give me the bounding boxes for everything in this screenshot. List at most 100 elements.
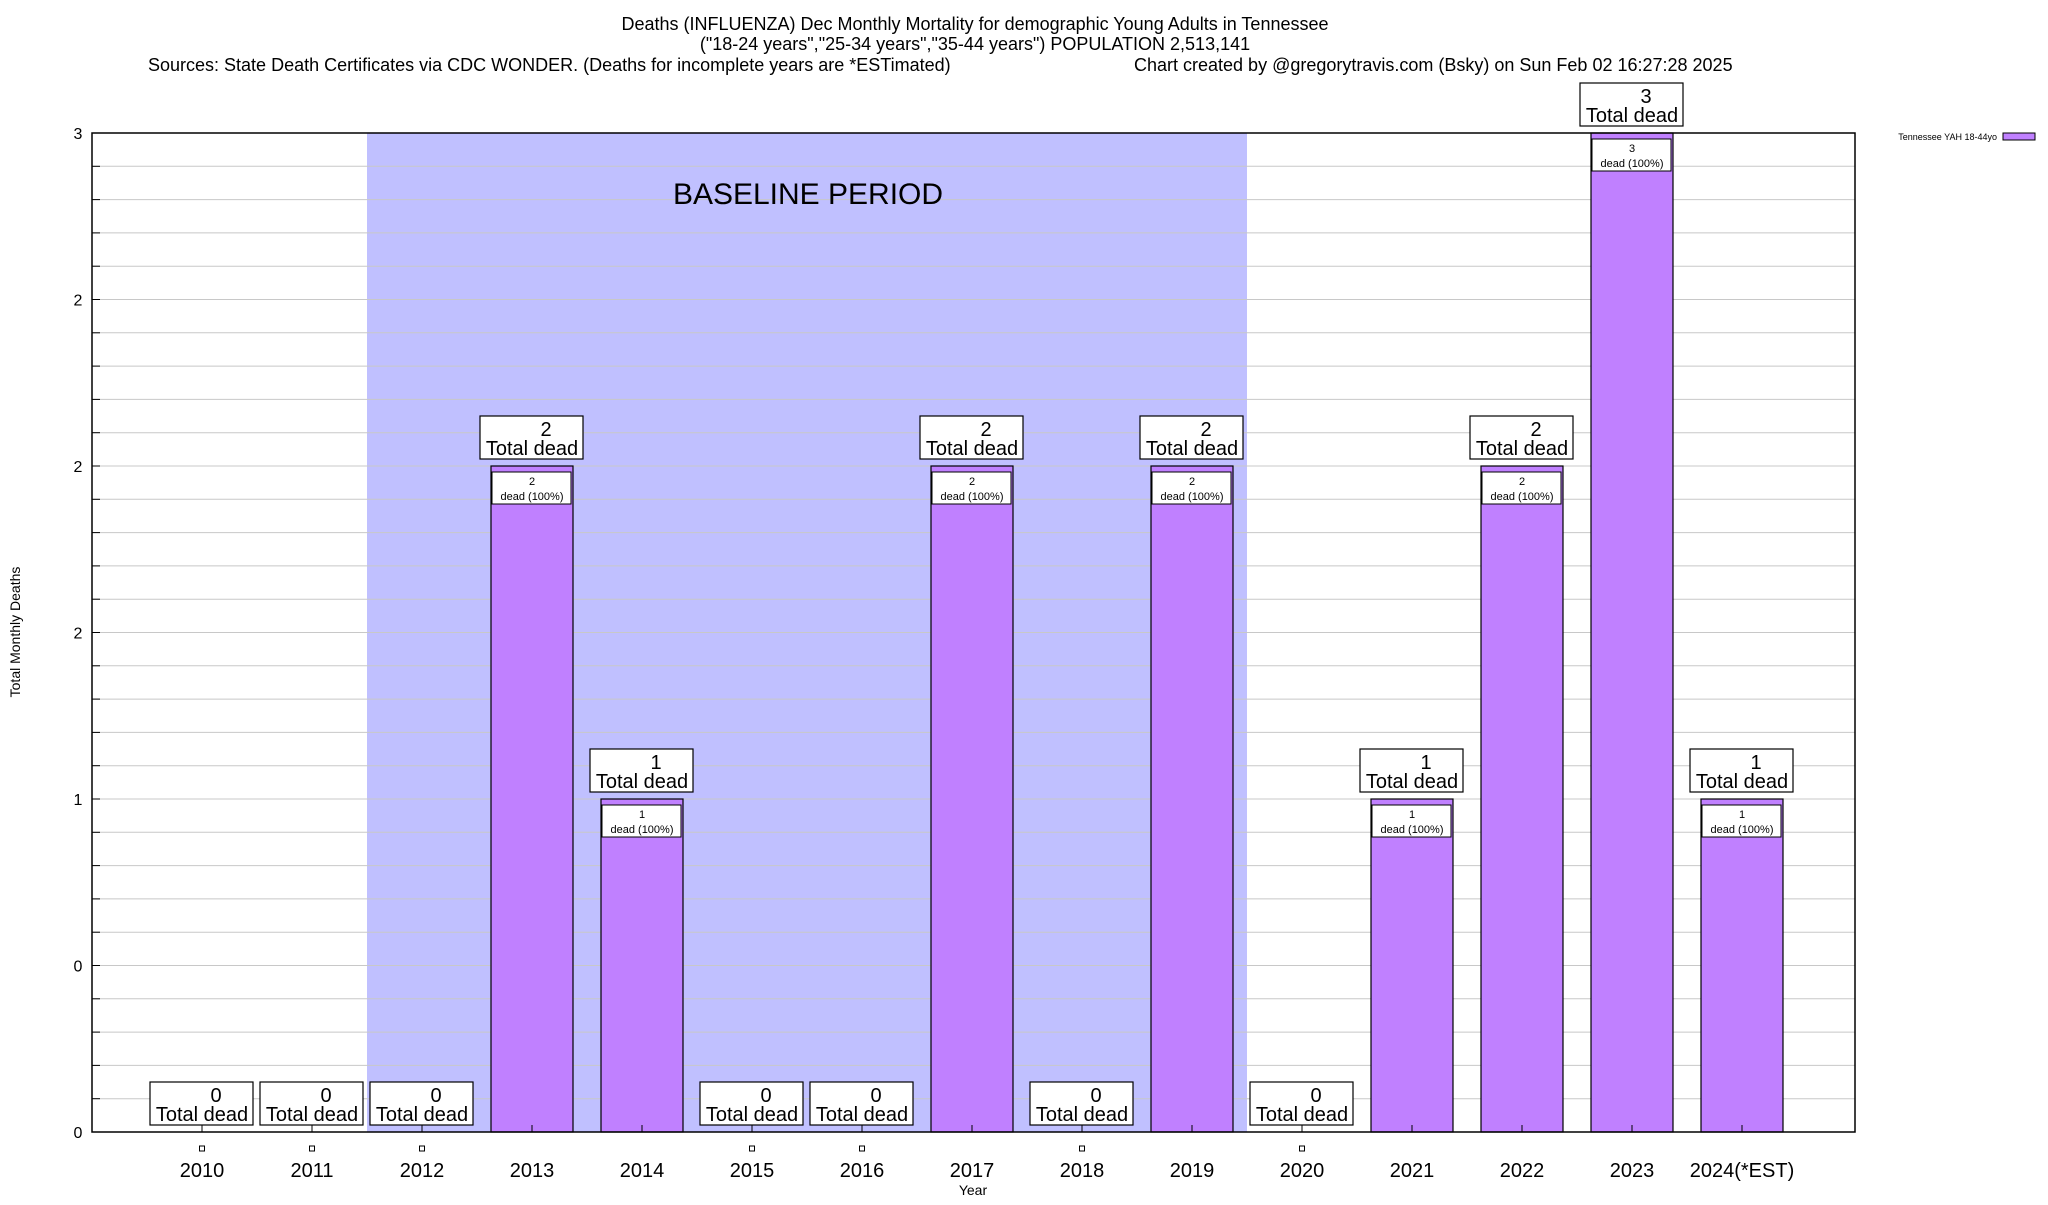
total-count: 2: [980, 419, 991, 441]
total-label-box: [259, 1081, 364, 1126]
total-label-box: [699, 1081, 804, 1126]
bar-inner-count: 1: [1409, 809, 1415, 821]
total-count: 3: [1640, 86, 1651, 108]
bar-2013: [490, 465, 574, 1133]
zero-marker: [309, 1145, 315, 1152]
total-dead-label: Total dead: [816, 1104, 908, 1126]
bar-inner-pct: dead (100%): [1161, 491, 1224, 503]
total-dead-label: Total dead: [1146, 438, 1238, 460]
total-label-box: [1359, 748, 1464, 793]
bar-inner-label-box: [601, 804, 682, 838]
y-tick-label: 2: [74, 293, 83, 310]
x-tick-label: 2011: [290, 1160, 333, 1182]
total-dead-label: Total dead: [706, 1104, 798, 1126]
legend-swatch: [2002, 132, 2036, 141]
x-axis-label: Year: [959, 1182, 988, 1198]
x-tick-label: 2014: [620, 1160, 665, 1182]
zero-marker: [859, 1145, 865, 1152]
bar-inner-count: 2: [969, 476, 975, 488]
y-tick-label: 2: [74, 459, 83, 476]
total-label-box: [1139, 415, 1244, 460]
chart-title-line-2: ("18-24 years","25-34 years","35-44 year…: [700, 34, 1250, 54]
x-tick-label: 2022: [1500, 1160, 1545, 1182]
bar-inner-count: 2: [1189, 476, 1195, 488]
bar-2023: [1590, 132, 1674, 1133]
bar-2024(*EST): [1700, 798, 1784, 1133]
bar-inner-label-box: [491, 471, 572, 505]
legend-label: Tennessee YAH 18-44yo: [1898, 132, 1997, 142]
total-label-box: [1469, 415, 1574, 460]
bar-2022: [1480, 465, 1564, 1133]
total-count: 0: [320, 1085, 331, 1107]
zero-marker: [1079, 1145, 1085, 1152]
chart-sources: Sources: State Death Certificates via CD…: [148, 55, 951, 75]
total-dead-label: Total dead: [1366, 771, 1458, 793]
zero-marker: [199, 1145, 205, 1152]
total-dead-label: Total dead: [1696, 771, 1788, 793]
bar-inner-pct: dead (100%): [501, 491, 564, 503]
bar-inner-pct: dead (100%): [1601, 158, 1664, 170]
total-dead-label: Total dead: [596, 771, 688, 793]
bar-inner-pct: dead (100%): [1711, 824, 1774, 836]
total-dead-label: Total dead: [1476, 438, 1568, 460]
total-label-box: [919, 415, 1024, 460]
bar-inner-count: 2: [529, 476, 535, 488]
total-count: 0: [1310, 1085, 1321, 1107]
total-label-box: [1029, 1081, 1134, 1126]
bar-inner-count: 1: [639, 809, 645, 821]
bar-inner-count: 2: [1519, 476, 1525, 488]
x-tick-label: 2020: [1280, 1160, 1325, 1182]
y-tick-label: 0: [74, 1125, 83, 1142]
bar-2017: [930, 465, 1014, 1133]
bar-inner-pct: dead (100%): [1381, 824, 1444, 836]
total-label-box: [149, 1081, 254, 1126]
total-label-box: [1249, 1081, 1354, 1126]
total-dead-label: Total dead: [376, 1104, 468, 1126]
total-count: 0: [870, 1085, 881, 1107]
x-tick-label: 2021: [1390, 1160, 1435, 1182]
bar-inner-label-box: [1481, 471, 1562, 505]
total-count: 0: [210, 1085, 221, 1107]
bar-inner-label-box: [1371, 804, 1452, 838]
total-count: 2: [540, 419, 551, 441]
x-tick-label: 2017: [950, 1160, 995, 1182]
x-tick-label: 2019: [1170, 1160, 1215, 1182]
x-tick-label: 2013: [510, 1160, 555, 1182]
total-dead-label: Total dead: [1586, 105, 1678, 127]
total-dead-label: Total dead: [486, 438, 578, 460]
total-label-box: [1689, 748, 1794, 793]
bar-inner-label-box: [1591, 138, 1672, 172]
bar-2014: [600, 798, 684, 1133]
y-tick-label: 3: [74, 126, 83, 143]
total-dead-label: Total dead: [1256, 1104, 1348, 1126]
legend: Tennessee YAH 18-44yo: [1898, 132, 2036, 142]
bar-inner-pct: dead (100%): [611, 824, 674, 836]
y-tick-label: 2: [74, 626, 83, 643]
total-label-box: [479, 415, 584, 460]
total-count: 0: [430, 1085, 441, 1107]
total-count: 0: [760, 1085, 771, 1107]
x-tick-label: 2015: [730, 1160, 775, 1182]
bar-inner-count: 1: [1739, 809, 1745, 821]
total-dead-label: Total dead: [926, 438, 1018, 460]
chart-title-line-1: Deaths (INFLUENZA) Dec Monthly Mortality…: [621, 14, 1328, 34]
total-dead-label: Total dead: [156, 1104, 248, 1126]
y-axis-label: Total Monthly Deaths: [7, 567, 23, 698]
bar-2021: [1370, 798, 1454, 1133]
zero-marker: [749, 1145, 755, 1152]
x-tick-label: 2016: [840, 1160, 885, 1182]
total-label-box: [809, 1081, 914, 1126]
x-tick-label: 2012: [400, 1160, 445, 1182]
x-tick-label: 2010: [180, 1160, 225, 1182]
plot-frame: [91, 132, 1856, 1133]
zero-marker: [419, 1145, 425, 1152]
total-count: 2: [1200, 419, 1211, 441]
x-tick-label: 2024(*EST): [1690, 1160, 1795, 1182]
annotation-baseline: BASELINE PERIOD: [673, 178, 943, 211]
bar-inner-count: 3: [1629, 143, 1635, 155]
total-dead-label: Total dead: [1036, 1104, 1128, 1126]
y-tick-label: 1: [74, 792, 83, 809]
bar-inner-pct: dead (100%): [941, 491, 1004, 503]
zero-marker: [1299, 1145, 1305, 1152]
